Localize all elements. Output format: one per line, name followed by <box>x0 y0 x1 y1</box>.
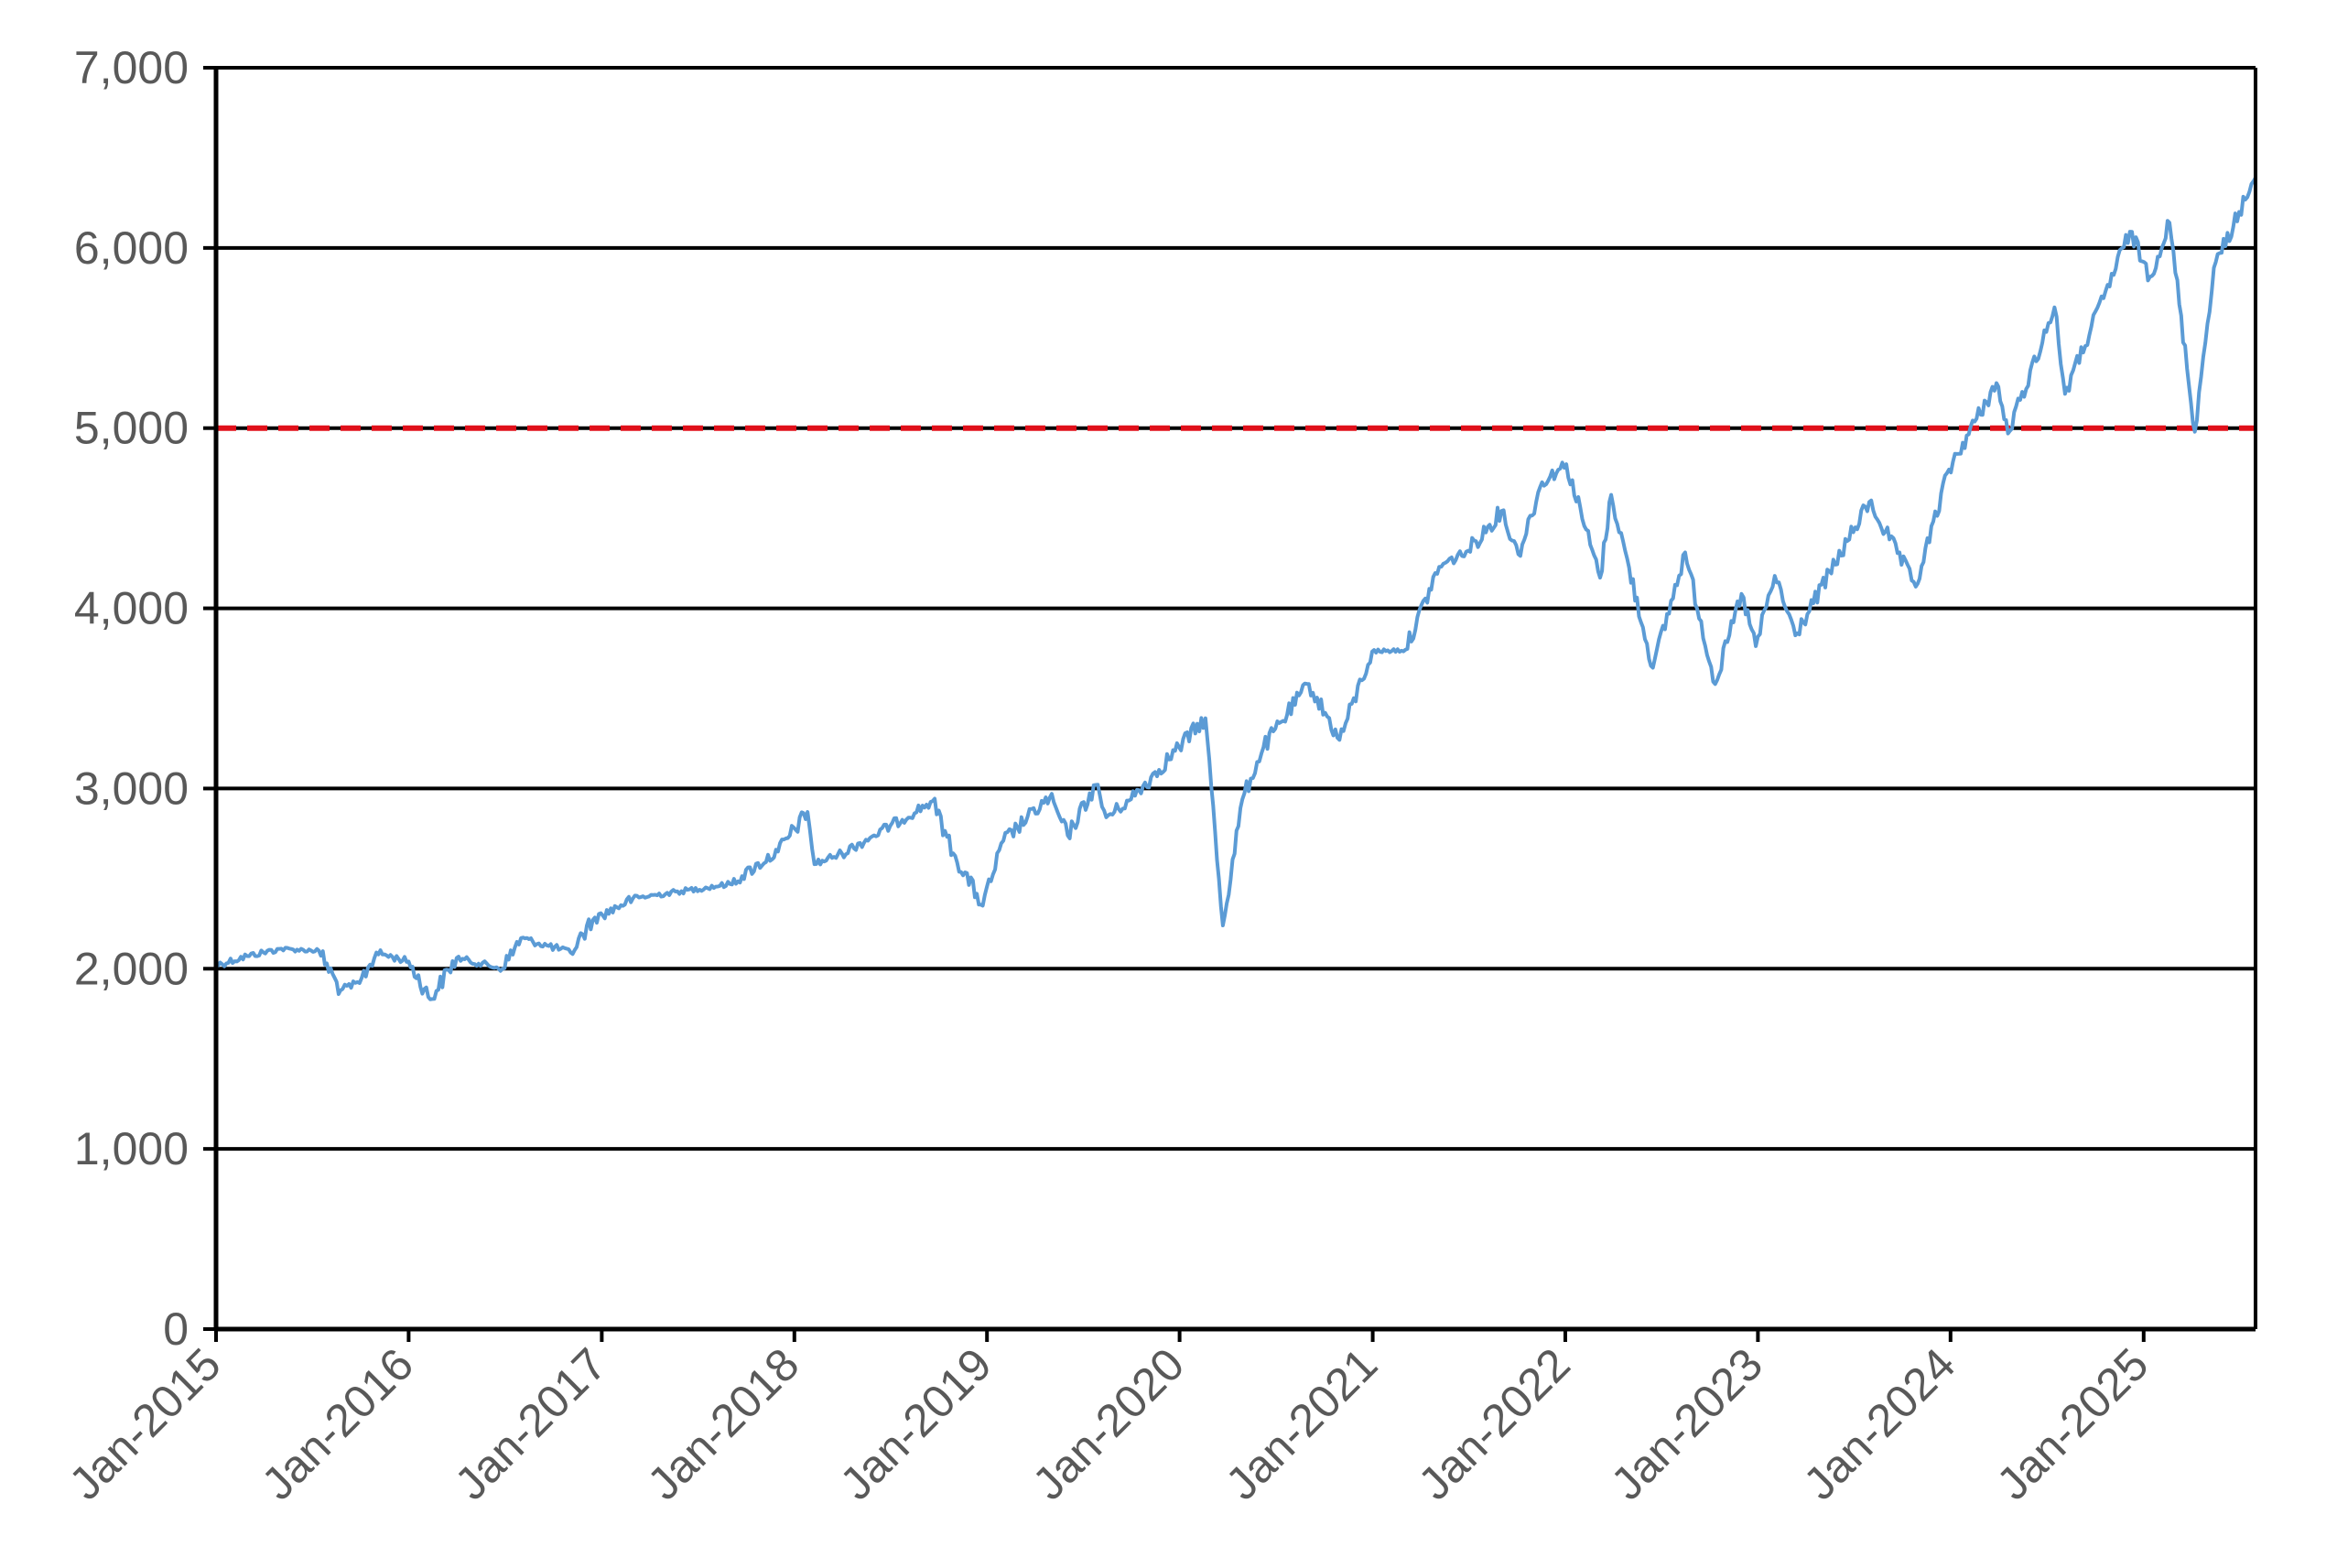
y-tick-label: 3,000 <box>74 762 189 814</box>
x-tick-label: Jan-2017 <box>445 1338 616 1509</box>
y-tick-label: 0 <box>163 1303 189 1355</box>
x-tick-label: Jan-2019 <box>830 1338 1001 1509</box>
grid-layer <box>216 66 2256 1152</box>
x-tick-label: Jan-2022 <box>1409 1338 1580 1509</box>
y-tick-label: 2,000 <box>74 943 189 994</box>
x-tick-label: Jan-2025 <box>1987 1338 2158 1509</box>
x-tick-label: Jan-2016 <box>252 1338 423 1509</box>
x-tick-label: Jan-2018 <box>638 1338 809 1509</box>
y-tick-label: 6,000 <box>74 222 189 274</box>
tick-label-layer: 0 1,000 2,000 3,000 4,000 5,000 6,000 7,000 Jan-… <box>60 42 2158 1509</box>
x-tick-label: Jan-2023 <box>1601 1338 1772 1509</box>
y-tick-label: 5,000 <box>74 403 189 454</box>
series-line-0 <box>214 176 2257 1001</box>
series-layer <box>214 176 2257 1001</box>
x-tick-label: Jan-2020 <box>1022 1338 1194 1509</box>
y-tick-label: 1,000 <box>74 1123 189 1174</box>
x-tick-label: Jan-2024 <box>1794 1338 1965 1509</box>
x-tick-label: Jan-2015 <box>60 1338 231 1509</box>
x-tick-label: Jan-2021 <box>1216 1338 1387 1509</box>
axis-layer <box>203 66 2257 1342</box>
y-tick-label: 7,000 <box>74 42 189 93</box>
y-tick-label: 4,000 <box>74 583 189 634</box>
